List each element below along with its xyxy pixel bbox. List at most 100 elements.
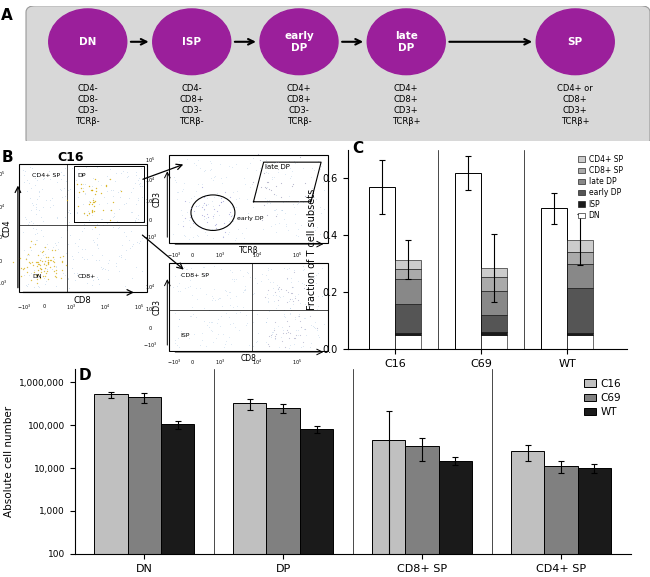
Point bbox=[96, 215, 106, 224]
Point bbox=[283, 226, 293, 235]
Point bbox=[218, 329, 228, 339]
Text: late
DP: late DP bbox=[395, 31, 418, 53]
Point bbox=[284, 343, 294, 352]
Point bbox=[31, 169, 42, 178]
Point bbox=[280, 343, 290, 352]
Point bbox=[187, 211, 197, 220]
Point bbox=[170, 308, 180, 317]
Point bbox=[214, 293, 224, 302]
Bar bbox=[161, 424, 194, 577]
Point bbox=[215, 198, 226, 207]
Point bbox=[94, 177, 104, 186]
Point bbox=[32, 194, 42, 204]
Point bbox=[125, 188, 136, 197]
Point bbox=[200, 341, 211, 350]
Point bbox=[135, 163, 146, 173]
Point bbox=[188, 216, 199, 225]
Point bbox=[266, 264, 276, 273]
Point bbox=[318, 343, 329, 352]
Point bbox=[181, 265, 191, 274]
Point bbox=[191, 186, 202, 195]
Point bbox=[30, 239, 40, 248]
Point bbox=[176, 270, 186, 279]
Point bbox=[205, 159, 216, 168]
Point bbox=[60, 177, 71, 186]
Point bbox=[34, 187, 44, 196]
Point bbox=[214, 200, 225, 209]
Point bbox=[84, 209, 95, 219]
Point bbox=[62, 185, 73, 194]
Point bbox=[88, 235, 98, 245]
Point bbox=[227, 268, 238, 277]
Point bbox=[296, 221, 307, 230]
Point bbox=[114, 223, 124, 232]
Point bbox=[31, 209, 41, 219]
Point bbox=[88, 275, 98, 284]
Point bbox=[214, 160, 225, 169]
Point bbox=[131, 214, 142, 223]
Point bbox=[311, 278, 321, 287]
Point bbox=[258, 224, 268, 233]
Point bbox=[32, 261, 43, 271]
Point bbox=[281, 286, 291, 295]
Bar bbox=[567, 239, 593, 252]
Point bbox=[27, 257, 37, 267]
Text: $10^5$: $10^5$ bbox=[0, 170, 5, 179]
Point bbox=[290, 314, 300, 323]
Point bbox=[77, 253, 87, 262]
Point bbox=[103, 256, 114, 265]
Point bbox=[272, 209, 282, 218]
Point bbox=[70, 238, 81, 248]
Point bbox=[65, 209, 75, 218]
Point bbox=[240, 310, 251, 320]
Point bbox=[305, 342, 315, 351]
Point bbox=[41, 253, 51, 262]
Point bbox=[138, 216, 148, 226]
Point bbox=[42, 240, 52, 249]
Point bbox=[211, 334, 221, 343]
Point bbox=[25, 258, 35, 267]
Point bbox=[43, 255, 53, 264]
Point bbox=[189, 158, 200, 167]
Point bbox=[281, 197, 291, 206]
Point bbox=[21, 280, 31, 289]
Text: $-10^3$: $-10^3$ bbox=[16, 302, 31, 312]
Point bbox=[263, 298, 273, 307]
Point bbox=[88, 174, 98, 183]
Point bbox=[120, 254, 131, 263]
Point bbox=[72, 207, 83, 216]
Point bbox=[216, 178, 227, 188]
Point bbox=[190, 313, 201, 322]
Point bbox=[289, 294, 300, 303]
Point bbox=[224, 209, 234, 219]
Point bbox=[242, 268, 253, 278]
Point bbox=[73, 248, 83, 257]
Point bbox=[108, 197, 118, 207]
Point bbox=[171, 177, 181, 186]
Point bbox=[58, 268, 68, 278]
Bar bbox=[19, 163, 147, 292]
Point bbox=[35, 261, 46, 270]
Point bbox=[43, 252, 53, 261]
Point bbox=[60, 249, 71, 258]
Point bbox=[56, 273, 66, 283]
Point bbox=[86, 207, 97, 216]
Point bbox=[274, 287, 284, 296]
Point bbox=[47, 265, 57, 274]
Point bbox=[317, 291, 327, 300]
Point bbox=[50, 245, 60, 254]
Point bbox=[278, 306, 289, 315]
Point bbox=[86, 207, 97, 216]
Point bbox=[236, 215, 246, 224]
Point bbox=[82, 278, 92, 287]
Point bbox=[108, 223, 118, 232]
Point bbox=[315, 229, 325, 238]
Point bbox=[179, 196, 190, 205]
Point bbox=[274, 342, 284, 351]
Bar bbox=[233, 403, 266, 577]
Bar bbox=[439, 460, 472, 577]
Point bbox=[38, 267, 49, 276]
Point bbox=[35, 246, 46, 256]
Bar bbox=[481, 335, 507, 349]
Point bbox=[280, 312, 290, 321]
